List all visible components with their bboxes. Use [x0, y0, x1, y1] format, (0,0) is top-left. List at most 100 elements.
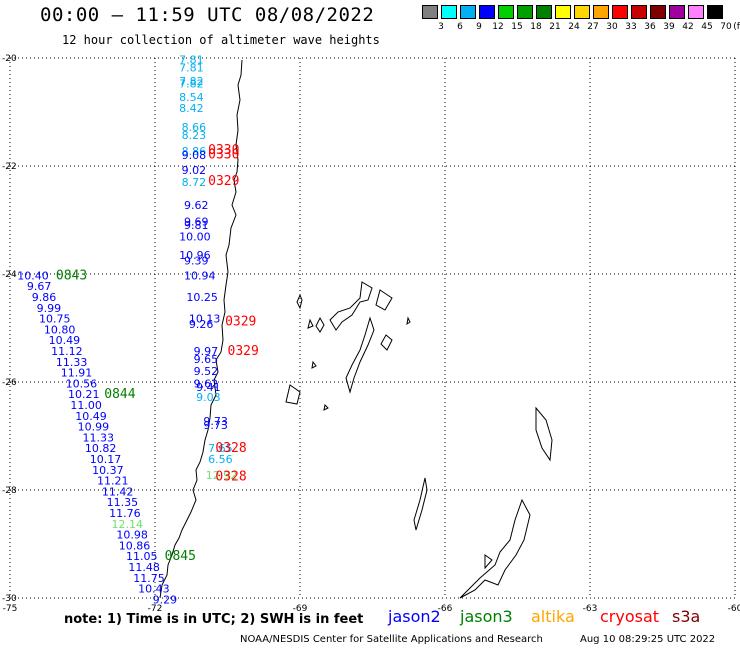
legend-label: 24 — [568, 22, 580, 32]
legend-swatch — [612, 5, 628, 19]
wave-height-value: 11.33 — [56, 356, 88, 369]
island-13 — [413, 477, 428, 531]
wave-height-value: 9.99 — [37, 302, 62, 315]
satellite-name: jason3 — [460, 607, 513, 626]
legend-label: 27 — [587, 22, 599, 32]
wave-height-value: 11.12 — [51, 345, 82, 358]
island-7 — [315, 316, 325, 333]
wave-height-value: 10.94 — [184, 269, 216, 282]
wave-height-value: 11.48 — [128, 561, 160, 574]
wave-height-value: 10.25 — [186, 291, 218, 304]
pass-time-label: 0329 — [208, 174, 239, 189]
wave-height-value: 10.82 — [85, 442, 117, 455]
wave-height-value: 10.40 — [17, 269, 49, 282]
wave-height-value: 11.75 — [133, 572, 165, 585]
legend-swatch — [574, 5, 590, 19]
lat-label: -24 — [2, 270, 17, 280]
wave-height-value: 9.08 — [182, 149, 207, 162]
legend-label: 21 — [549, 22, 561, 32]
lat-label: -28 — [2, 486, 17, 496]
pass-time-label: 0845 — [165, 549, 196, 564]
wave-height-value: 10.17 — [90, 453, 122, 466]
chile-coastline — [159, 59, 243, 599]
legend-swatch — [593, 5, 609, 19]
wave-height-value: 11.33 — [83, 431, 115, 444]
wave-height-value: 10.98 — [116, 529, 148, 542]
legend-swatch — [669, 5, 685, 19]
wave-height-value: 9.86 — [32, 291, 57, 304]
legend-swatch — [460, 5, 476, 19]
wave-height-value: 8.23 — [182, 129, 207, 142]
pass-time-label: 0329 — [225, 314, 256, 329]
wave-height-value: 10.37 — [92, 464, 124, 477]
legend-swatch — [688, 5, 704, 19]
legend-label: 33 — [625, 22, 637, 32]
legend-label: 15 — [511, 22, 523, 32]
coastline — [159, 59, 553, 599]
wave-height-value: 10.21 — [68, 388, 100, 401]
wave-height-value: 9.62 — [194, 377, 219, 390]
wave-height-value: 12.92 — [206, 469, 238, 482]
wave-height-value: 10.96 — [179, 249, 211, 262]
island-14 — [459, 498, 531, 599]
wave-height-value: 10.86 — [119, 539, 151, 552]
legend-swatch — [536, 5, 552, 19]
satellite-name: jason2 — [388, 607, 441, 626]
pass-time-label: 0330 — [208, 143, 239, 158]
lon-label: -66 — [438, 604, 453, 614]
pass-time-label: 0843 — [56, 268, 87, 283]
wave-height-value: 9.03 — [196, 391, 221, 404]
pass-time-label: 0329 — [228, 344, 259, 359]
wave-height-value: 10.99 — [78, 421, 110, 434]
wave-height-values: 7.817.817.827.828.548.428.668.238.869.08… — [17, 53, 237, 606]
pass-time-label: 0330 — [208, 147, 239, 162]
legend-label: 45 — [701, 22, 713, 32]
island-2 — [329, 281, 373, 331]
lat-label: -22 — [2, 162, 17, 172]
wave-height-value: 9.02 — [182, 164, 207, 177]
island-9 — [311, 360, 317, 369]
wave-height-value: 11.91 — [61, 367, 93, 380]
lat-label: -30 — [2, 594, 17, 604]
wave-height-value: 10.13 — [189, 313, 221, 326]
legend-label: 3 — [438, 22, 444, 32]
wave-height-value: 11.00 — [70, 399, 102, 412]
legend-swatch — [517, 5, 533, 19]
map-grid — [9, 57, 736, 599]
island-4 — [345, 316, 375, 394]
island-15 — [484, 554, 493, 570]
wave-height-value: 10.75 — [39, 313, 71, 326]
legend-label: 6 — [457, 22, 463, 32]
lon-label: -72 — [148, 604, 163, 614]
legend-label: 36 — [644, 22, 656, 32]
generated-timestamp: Aug 10 08:29:25 UTC 2022 — [580, 634, 716, 645]
wave-height-value: 9.39 — [184, 254, 209, 267]
wave-height-value: 6.56 — [208, 453, 233, 466]
wave-height-value: 7.82 — [179, 78, 204, 91]
wave-height-value: 9.73 — [203, 419, 228, 432]
wave-height-value: 7.81 — [179, 62, 204, 75]
wave-height-value: 10.43 — [138, 583, 170, 596]
wave-height-value: 8.72 — [182, 176, 207, 189]
footer-note: note: 1) Time is in UTC; 2) SWH is in fe… — [64, 612, 364, 627]
island-5 — [380, 334, 393, 351]
island-10 — [285, 384, 301, 405]
lat-label: -26 — [2, 378, 17, 388]
satellite-name: cryosat — [600, 607, 660, 626]
lon-label: -75 — [3, 604, 18, 614]
wave-height-value: 11.35 — [107, 496, 138, 509]
island-8 — [307, 318, 314, 329]
wave-height-value: 10.49 — [49, 334, 81, 347]
legend-label: 70 — [720, 22, 732, 32]
page-subtitle: 12 hour collection of altimeter wave hei… — [62, 33, 380, 47]
pass-time-label: 0844 — [104, 387, 135, 402]
legend-swatch — [631, 5, 647, 19]
island-6 — [406, 316, 411, 326]
credit-text: NOAA/NESDIS Center for Satellite Applica… — [240, 634, 543, 645]
pass-time-label: 0328 — [215, 441, 246, 456]
wave-height-value: 9.97 — [194, 345, 219, 358]
wave-height-value: 8.54 — [179, 91, 204, 104]
wave-height-value: 11.05 — [126, 550, 158, 563]
